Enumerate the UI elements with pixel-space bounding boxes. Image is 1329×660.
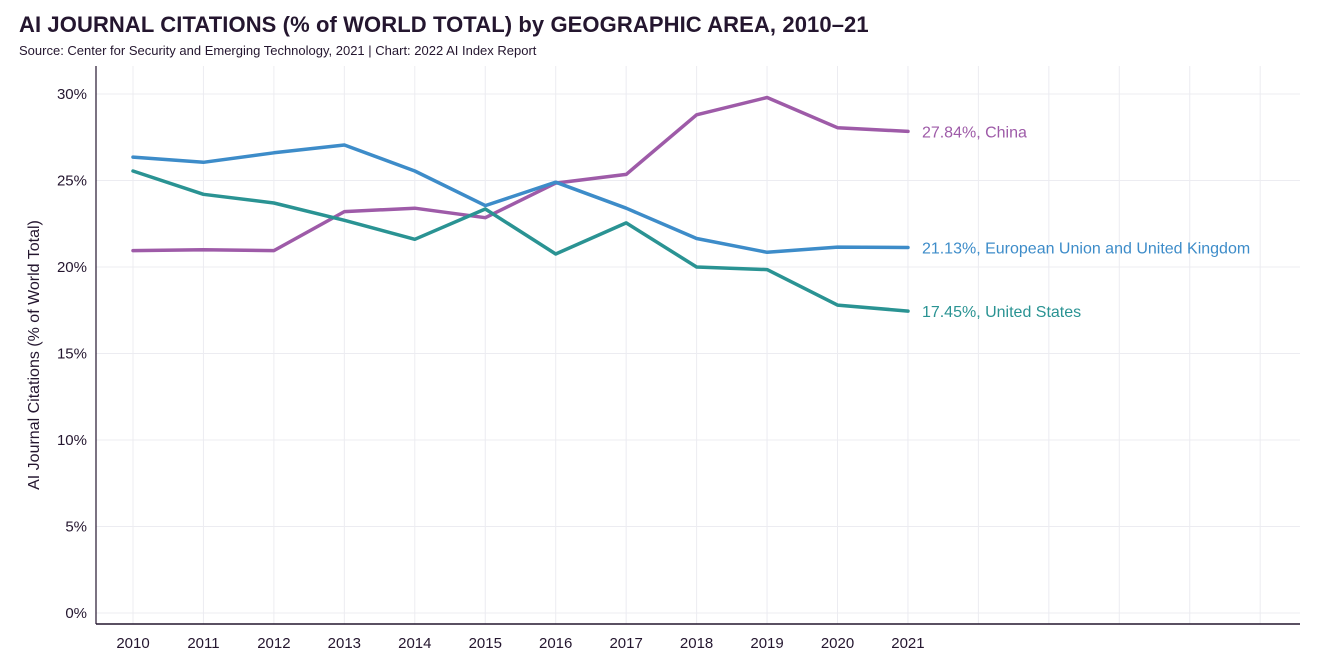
end-label: 17.45%, United States	[922, 304, 1081, 321]
grid-lines	[96, 66, 1300, 624]
x-tick-label: 2015	[469, 635, 502, 652]
y-tick-label: 5%	[65, 519, 87, 536]
x-tick-label: 2012	[257, 635, 290, 652]
y-axis-label: AI Journal Citations (% of World Total)	[26, 220, 43, 490]
series-line-china	[131, 95, 910, 253]
x-tick-label: 2019	[750, 635, 783, 652]
end-label: 21.13%, European Union and United Kingdo…	[922, 240, 1250, 257]
y-tick-label: 10%	[57, 432, 87, 449]
y-tick-label: 15%	[57, 346, 87, 363]
chart-title: AI JOURNAL CITATIONS (% of WORLD TOTAL) …	[19, 12, 869, 37]
series-line-united-states	[131, 169, 910, 313]
x-tick-label: 2021	[891, 635, 924, 652]
x-tick-label: 2018	[680, 635, 713, 652]
x-tick-label: 2011	[187, 635, 219, 652]
y-tick-label: 25%	[57, 173, 87, 190]
x-tick-label: 2013	[328, 635, 361, 652]
end-label: 27.84%, China	[922, 124, 1027, 141]
series-lines	[131, 95, 910, 313]
x-tick-label: 2020	[821, 635, 854, 652]
x-tick-label: 2017	[609, 635, 642, 652]
x-tick-label: 2014	[398, 635, 431, 652]
chart-source: Source: Center for Security and Emerging…	[19, 43, 537, 58]
axes	[95, 66, 1300, 625]
end-labels: 27.84%, China 21.13%, European Union and …	[922, 124, 1250, 321]
x-tick-label: 2010	[116, 635, 149, 652]
y-tick-label: 20%	[57, 259, 87, 276]
series-line-european-union-and-united-kingdom	[131, 143, 910, 255]
y-tick-label: 0%	[65, 605, 87, 622]
y-tick-label: 30%	[57, 86, 87, 103]
x-tick-label: 2016	[539, 635, 572, 652]
y-tick-labels: 0% 5% 10% 15% 20% 25% 30%	[57, 86, 87, 622]
x-tick-labels: 2010 2011 2012 2013 2014 2015 2016 2017 2018 2019…	[116, 635, 924, 652]
